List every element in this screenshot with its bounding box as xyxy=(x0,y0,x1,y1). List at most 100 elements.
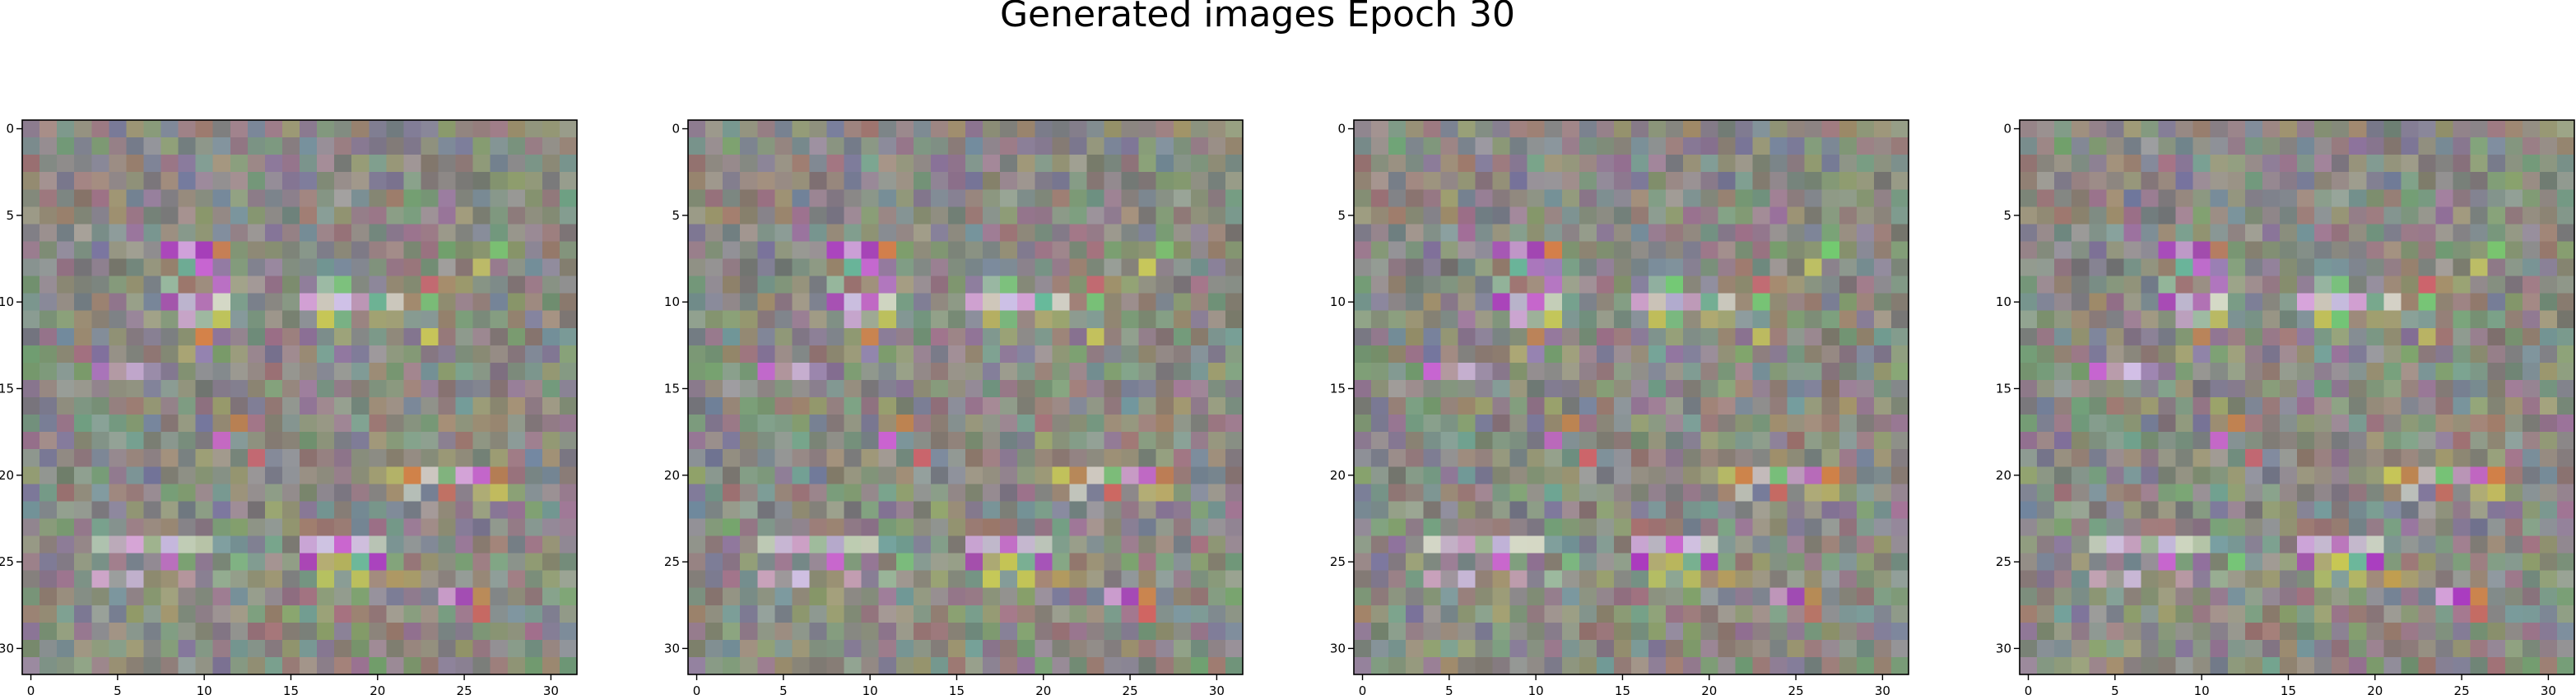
pixel-cell xyxy=(2366,587,2384,606)
pixel-cell xyxy=(22,137,40,155)
pixel-cell xyxy=(930,172,949,190)
pixel-cell xyxy=(1475,449,1494,467)
pixel-cell xyxy=(1683,553,1701,572)
pixel-cell xyxy=(507,206,526,225)
pixel-cell xyxy=(1121,362,1140,381)
pixel-cell xyxy=(983,241,1001,260)
pixel-cell xyxy=(1700,432,1718,450)
pixel-cell xyxy=(2504,570,2523,589)
pixel-cell xyxy=(1752,172,1771,190)
pixel-cell xyxy=(2453,484,2471,502)
pixel-cell xyxy=(109,605,127,623)
pixel-cell xyxy=(247,258,266,277)
pixel-cell xyxy=(2210,241,2229,260)
pixel-cell xyxy=(1458,587,1476,606)
pixel-cell xyxy=(472,258,491,277)
pixel-cell xyxy=(2297,466,2315,484)
pixel-cell xyxy=(844,570,863,589)
pixel-cell xyxy=(2366,345,2384,364)
pixel-cell xyxy=(2192,587,2211,606)
pixel-cell xyxy=(57,501,75,520)
pixel-cell xyxy=(2401,206,2420,225)
pixel-cell xyxy=(109,155,127,173)
pixel-cell xyxy=(2210,379,2229,398)
pixel-cell xyxy=(2401,466,2420,484)
pixel-cell xyxy=(930,605,949,623)
pixel-cell xyxy=(1354,501,1372,520)
pixel-cell xyxy=(1492,397,1511,415)
pixel-cell xyxy=(1631,622,1649,641)
pixel-cell xyxy=(809,379,828,398)
pixel-cell xyxy=(1509,501,1528,520)
pixel-cell xyxy=(2522,535,2541,554)
pixel-cell xyxy=(542,241,560,260)
pixel-cell xyxy=(2314,570,2332,589)
pixel-cell xyxy=(2054,155,2072,173)
pixel-cell xyxy=(1648,276,1667,294)
pixel-cell xyxy=(2054,137,2072,155)
pixel-cell xyxy=(913,155,932,173)
pixel-cell xyxy=(2244,241,2263,260)
pixel-cell xyxy=(421,327,439,346)
pixel-cell xyxy=(1683,362,1701,381)
pixel-cell xyxy=(792,293,811,312)
pixel-cell xyxy=(1839,172,1858,190)
pixel-cell xyxy=(91,518,109,537)
pixel-cell xyxy=(2539,501,2558,520)
pixel-cell xyxy=(1700,345,1718,364)
x-tick-label: 25 xyxy=(1123,683,1138,695)
pixel-cell xyxy=(317,172,335,190)
pixel-cell xyxy=(91,466,109,484)
pixel-cell xyxy=(1104,484,1123,502)
pixel-cell xyxy=(2487,466,2506,484)
pixel-cell xyxy=(1354,587,1372,606)
pixel-cell xyxy=(421,241,439,260)
pixel-cell xyxy=(1052,605,1070,623)
pixel-cell xyxy=(2123,276,2142,294)
pixel-cell xyxy=(247,241,266,260)
pixel-cell xyxy=(1423,639,1441,658)
pixel-cell xyxy=(1035,206,1053,225)
pixel-cell xyxy=(1173,362,1192,381)
pixel-cell xyxy=(1406,501,1424,520)
pixel-cell xyxy=(2210,587,2229,606)
pixel-cell xyxy=(1086,535,1105,554)
pixel-cell xyxy=(472,155,491,173)
pixel-cell xyxy=(1718,501,1736,520)
pixel-cell xyxy=(109,449,127,467)
pixel-cell xyxy=(1492,570,1511,589)
pixel-cell xyxy=(2349,224,2367,243)
pixel-cell xyxy=(2332,224,2350,243)
pixel-cell xyxy=(2383,622,2402,641)
pixel-cell xyxy=(1354,224,1372,243)
pixel-cell xyxy=(1000,206,1018,225)
pixel-cell xyxy=(705,224,723,243)
pixel-cell xyxy=(1388,466,1407,484)
pixel-cell xyxy=(2279,241,2298,260)
pixel-cell xyxy=(826,415,845,433)
pixel-cell xyxy=(1017,484,1035,502)
pixel-cell xyxy=(1683,587,1701,606)
pixel-cell xyxy=(247,362,266,381)
pixel-cell xyxy=(740,241,758,260)
pixel-cell xyxy=(2470,449,2489,467)
pixel-cell xyxy=(2158,120,2177,138)
pixel-cell xyxy=(844,137,863,155)
pixel-cell xyxy=(490,172,509,190)
pixel-cell xyxy=(2470,535,2489,554)
pixel-cell xyxy=(1354,518,1372,537)
pixel-cell xyxy=(1544,362,1563,381)
pixel-cell xyxy=(1388,397,1407,415)
pixel-cell xyxy=(2487,518,2506,537)
pixel-cell xyxy=(2401,310,2420,329)
pixel-cell xyxy=(2418,397,2437,415)
pixel-cell xyxy=(2089,172,2107,190)
pixel-cell xyxy=(2244,605,2263,623)
pixel-cell xyxy=(160,656,179,675)
pixel-cell xyxy=(2539,345,2558,364)
pixel-cell xyxy=(2418,276,2437,294)
pixel-cell xyxy=(369,449,387,467)
pixel-cell xyxy=(1596,484,1615,502)
pixel-cell xyxy=(2366,656,2384,675)
pixel-cell xyxy=(1225,570,1244,589)
